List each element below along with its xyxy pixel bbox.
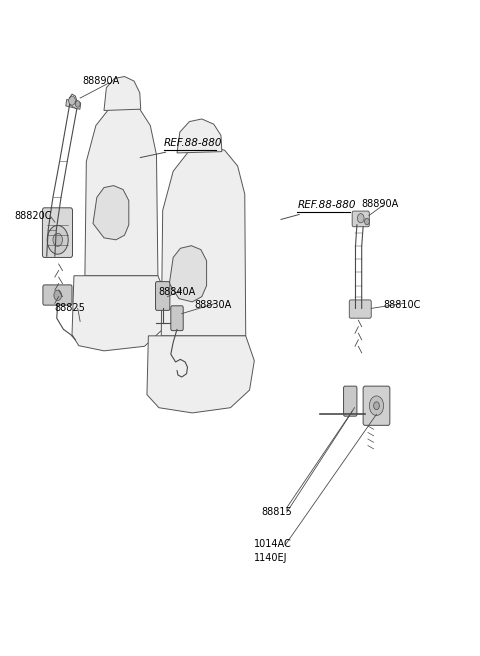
Text: 88840A: 88840A xyxy=(159,287,196,297)
Circle shape xyxy=(54,290,61,300)
Circle shape xyxy=(69,96,75,105)
FancyBboxPatch shape xyxy=(349,300,371,318)
Polygon shape xyxy=(104,77,141,110)
Text: 88830A: 88830A xyxy=(195,300,232,310)
FancyBboxPatch shape xyxy=(156,281,170,310)
Circle shape xyxy=(358,214,364,223)
Text: 88820C: 88820C xyxy=(15,211,52,220)
Polygon shape xyxy=(85,104,158,276)
Polygon shape xyxy=(169,246,206,302)
Polygon shape xyxy=(147,336,254,413)
FancyBboxPatch shape xyxy=(43,285,72,305)
Text: 88825: 88825 xyxy=(54,304,85,314)
Text: 88890A: 88890A xyxy=(83,76,120,86)
Polygon shape xyxy=(93,186,129,240)
Polygon shape xyxy=(177,119,222,153)
Circle shape xyxy=(373,402,379,409)
Circle shape xyxy=(75,100,80,107)
Text: REF.88-880: REF.88-880 xyxy=(297,201,356,211)
Polygon shape xyxy=(161,145,246,336)
Circle shape xyxy=(53,234,62,247)
Text: REF.88-880: REF.88-880 xyxy=(164,138,222,148)
Text: 88815: 88815 xyxy=(262,507,292,517)
Circle shape xyxy=(364,218,369,225)
Text: 1140EJ: 1140EJ xyxy=(254,553,288,563)
Circle shape xyxy=(47,226,68,254)
FancyBboxPatch shape xyxy=(344,386,357,416)
Text: 88810C: 88810C xyxy=(383,300,420,310)
FancyBboxPatch shape xyxy=(171,306,183,331)
Polygon shape xyxy=(72,276,168,351)
Text: 88890A: 88890A xyxy=(362,199,399,209)
FancyBboxPatch shape xyxy=(42,208,72,257)
Bar xyxy=(66,100,81,110)
FancyBboxPatch shape xyxy=(363,386,390,425)
FancyBboxPatch shape xyxy=(352,211,369,227)
Text: 1014AC: 1014AC xyxy=(254,539,292,548)
Circle shape xyxy=(369,396,384,415)
